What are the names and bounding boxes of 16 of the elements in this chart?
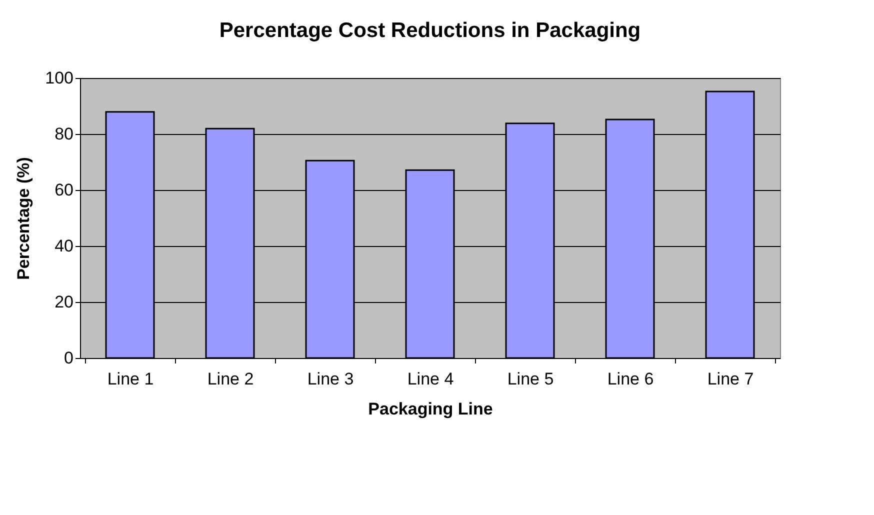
x-tick-label: Line 4 — [407, 370, 454, 388]
x-tick-label: Line 6 — [607, 370, 654, 388]
y-tick-label: 20 — [54, 292, 74, 312]
x-tick-label: Line 5 — [507, 370, 554, 388]
y-tick-label: 80 — [54, 124, 74, 144]
x-tick-label: Line 3 — [307, 370, 354, 388]
y-tick-label: 100 — [45, 68, 74, 88]
chart-title: Percentage Cost Reductions in Packaging — [219, 19, 641, 42]
x-axis-title: Packaging Line — [368, 400, 493, 418]
y-tick-label: 40 — [54, 236, 74, 256]
y-axis-title: Percentage (%) — [14, 157, 34, 280]
y-tick-label: 0 — [64, 348, 74, 368]
x-tick-label: Line 2 — [207, 370, 254, 388]
y-tick-label: 60 — [54, 180, 74, 200]
x-tick-label: Line 1 — [107, 370, 154, 388]
x-tick-label: Line 7 — [707, 370, 754, 388]
